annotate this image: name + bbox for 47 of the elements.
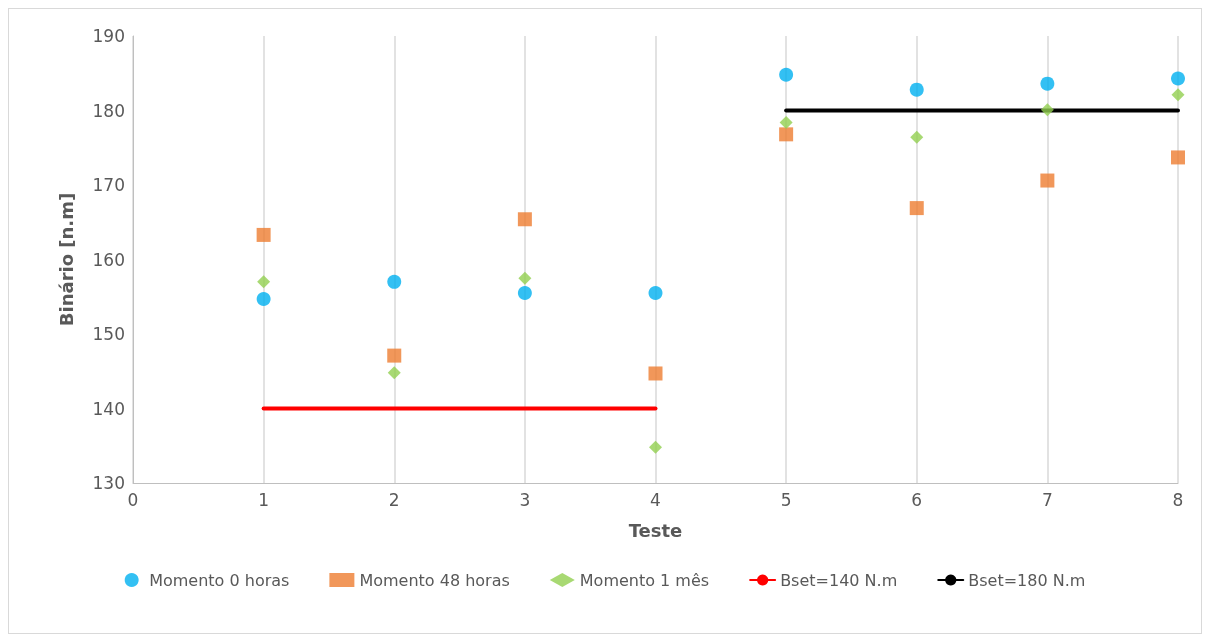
point	[387, 348, 402, 363]
point	[1040, 103, 1054, 117]
point	[1171, 71, 1185, 86]
point	[648, 286, 663, 301]
y-tick-label: 190	[92, 26, 125, 46]
x-tick-label: 7	[1041, 489, 1053, 510]
x-axis-title: Teste	[628, 519, 683, 541]
point	[517, 286, 532, 301]
x-tick-label: 3	[519, 489, 531, 510]
point	[518, 271, 532, 285]
point	[649, 440, 662, 454]
x-tick-label: 4	[650, 489, 661, 510]
point	[779, 67, 794, 82]
legend-label: Momento 0 horas	[149, 570, 290, 590]
legend-label: Bset=140 N.m	[780, 570, 898, 590]
point	[517, 212, 532, 227]
x-tick-label: 5	[780, 489, 792, 510]
x-tick-label: 0	[127, 489, 139, 510]
x-tick-label: 6	[911, 489, 923, 510]
x-tick-label: 8	[1172, 489, 1184, 510]
y-tick-label: 170	[92, 175, 125, 195]
point	[1040, 173, 1055, 188]
x-tick-label: 2	[388, 489, 400, 510]
y-tick-label: 180	[92, 100, 125, 121]
point	[910, 130, 924, 144]
y-tick-label: 150	[92, 324, 125, 344]
point	[257, 275, 271, 289]
y-axis-title: Binário [n.m]	[55, 192, 77, 327]
legend-label: Momento 1 mês	[579, 570, 710, 590]
point	[909, 201, 924, 216]
legend-label: Momento 48 horas	[359, 570, 510, 590]
point	[387, 366, 401, 380]
point	[1040, 76, 1055, 91]
point	[1171, 150, 1185, 165]
point	[1171, 88, 1185, 102]
point	[779, 127, 794, 142]
y-tick-label: 140	[92, 398, 125, 419]
point	[648, 366, 663, 381]
point	[256, 227, 271, 242]
point	[909, 82, 924, 97]
point	[387, 274, 402, 289]
point	[256, 291, 271, 306]
legend-label: Bset=180 N.m	[968, 570, 1086, 590]
point	[779, 115, 793, 129]
x-tick-label: 1	[258, 489, 270, 510]
y-tick-label: 130	[92, 473, 125, 493]
y-tick-label: 160	[92, 249, 125, 270]
